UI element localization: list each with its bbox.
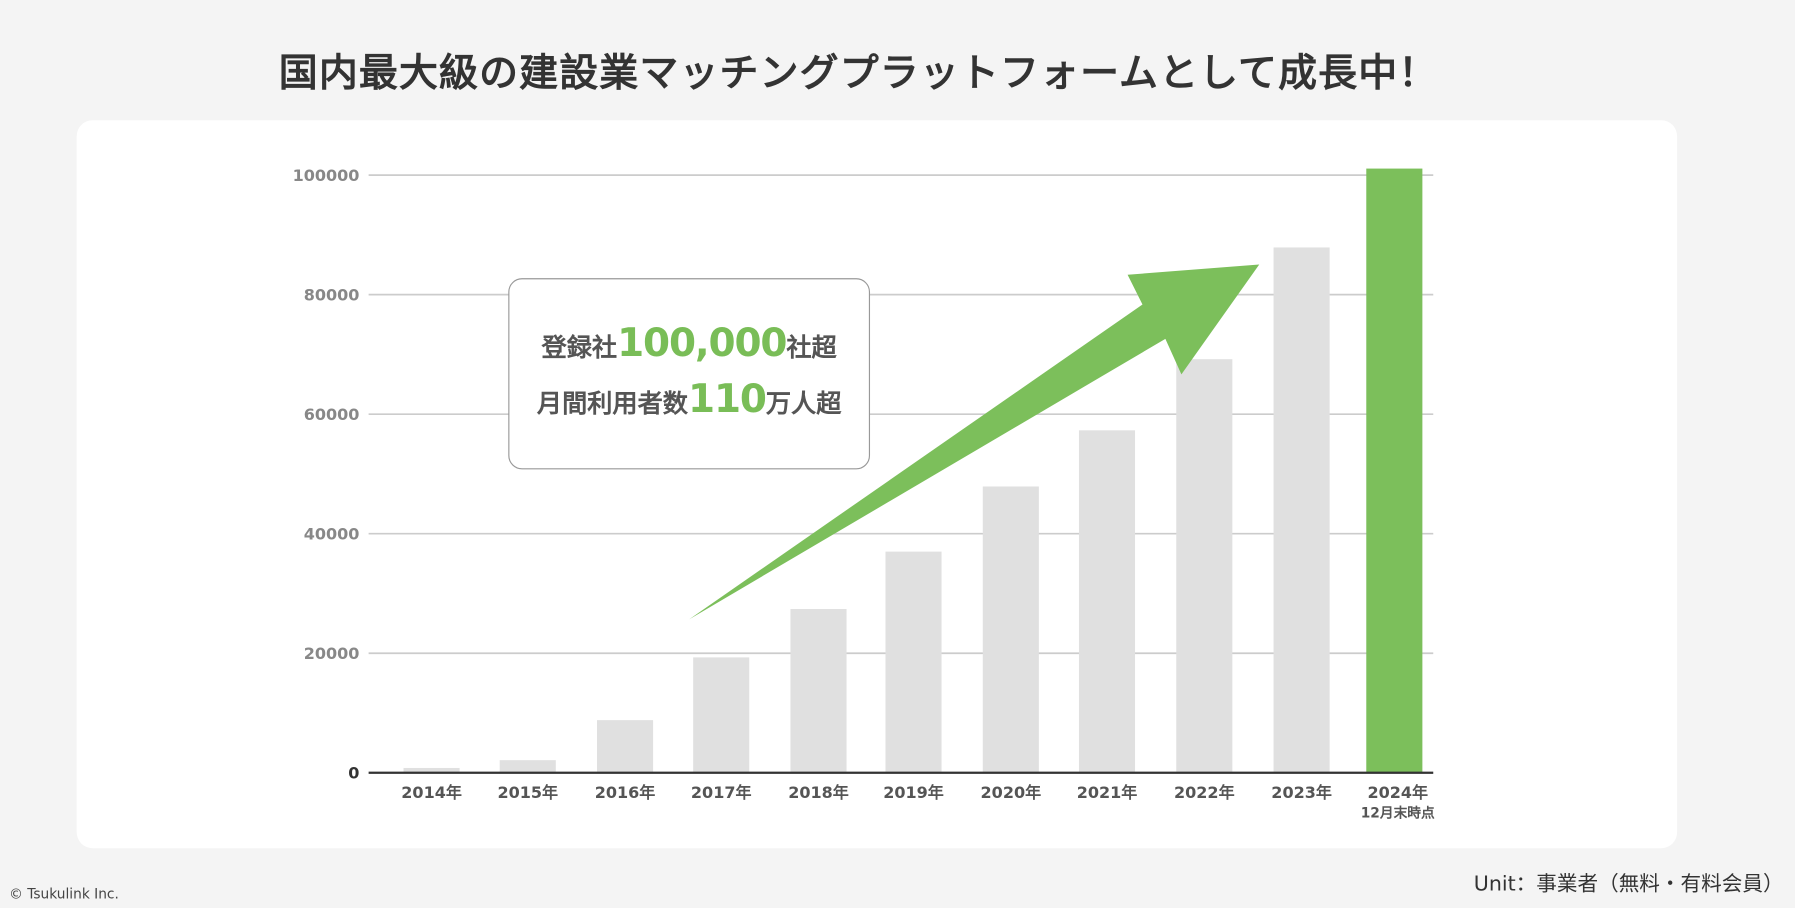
bar-2017年	[693, 657, 750, 773]
y-tick-label: 60000	[304, 405, 360, 424]
callout-text: 万人超	[765, 389, 842, 419]
x-tick-label: 2023年	[1271, 783, 1332, 802]
callout-text: 月間利用者数	[536, 389, 689, 419]
bar-2015年	[499, 760, 556, 773]
bar-2019年	[885, 551, 942, 773]
bar-2018年	[790, 608, 847, 773]
x-tick-sublabel: 12月末時点	[1361, 804, 1435, 821]
page-title: 国内最大級の建設業マッチングプラットフォームとして成長中！	[278, 50, 1439, 97]
x-tick-label: 2015年	[497, 783, 558, 802]
x-tick-label: 2017年	[691, 783, 752, 802]
x-tick-label: 2024年	[1367, 783, 1428, 802]
bar-2021年	[1078, 430, 1136, 773]
copyright: © Tsukulink Inc.	[9, 886, 119, 903]
y-tick-label: 100000	[293, 166, 360, 185]
callout-number: 110	[688, 376, 767, 422]
stats-callout: 登録社100,000社超 月間利用者数110万人超	[508, 278, 871, 470]
bar-2016年	[596, 720, 654, 773]
trend-arrow-icon	[689, 264, 1260, 620]
x-tick-label: 2022年	[1174, 783, 1235, 802]
callout-text: 登録社	[541, 333, 618, 363]
y-tick-label: 80000	[304, 285, 360, 304]
bar-2020年	[982, 486, 1039, 773]
x-tick-label: 2020年	[981, 783, 1042, 802]
y-tick-label: 0	[348, 763, 359, 782]
callout-line-users: 月間利用者数110万人超	[537, 374, 842, 430]
callout-text: 社超	[786, 333, 837, 363]
y-tick-label: 40000	[304, 524, 360, 543]
x-tick-label: 2019年	[883, 783, 944, 802]
callout-number: 100,000	[617, 319, 787, 366]
x-tick-label: 2018年	[788, 783, 849, 802]
bar-2023年	[1273, 247, 1330, 773]
x-tick-label: 2021年	[1077, 783, 1138, 802]
callout-line-registered: 登録社100,000社超	[542, 318, 837, 374]
x-tick-label: 2014年	[401, 783, 462, 802]
bar-2024年	[1366, 168, 1423, 773]
bar-2014年	[403, 767, 460, 773]
unit-note: Unit：事業者（無料・有料会員）	[1473, 872, 1784, 897]
y-tick-label: 20000	[304, 644, 360, 663]
x-tick-label: 2016年	[595, 783, 656, 802]
bar-2022年	[1176, 359, 1233, 773]
